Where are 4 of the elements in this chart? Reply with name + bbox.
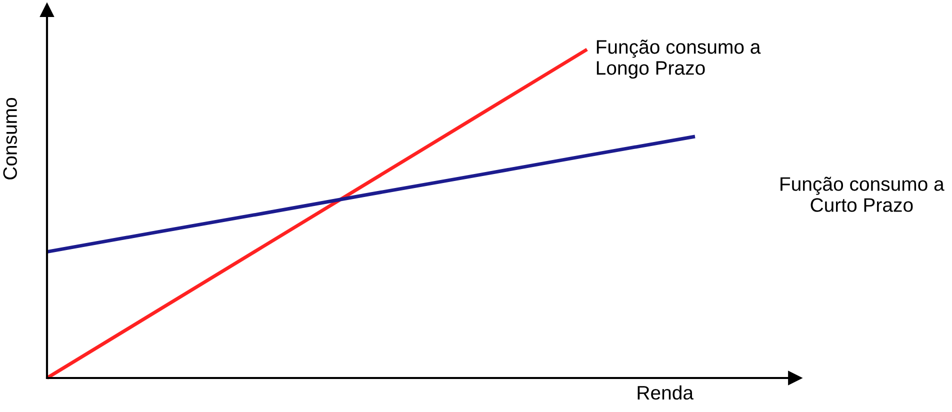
y-axis-title: Consumo <box>3 98 17 180</box>
text: Função consumo a Curto Prazo <box>780 176 944 212</box>
x-axis-title: Renda <box>638 385 694 400</box>
series-label: Função consumo a Longo Prazo <box>596 40 761 79</box>
